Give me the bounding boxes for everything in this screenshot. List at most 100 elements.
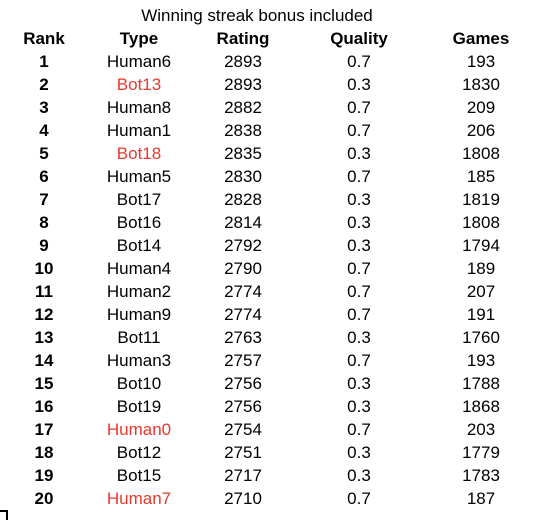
- table-row: 18 Bot12 2751 0.3 1779: [0, 441, 540, 464]
- type-cell: Human3: [106, 351, 172, 370]
- quality-cell: 0.7: [347, 489, 371, 508]
- rating-cell: 2710: [224, 489, 262, 508]
- quality-cell: 0.7: [347, 282, 371, 301]
- rating-cell: 2838: [224, 121, 262, 140]
- quality-cell: 0.7: [347, 420, 371, 439]
- games-cell: 203: [466, 420, 496, 439]
- quality-cell: 0.7: [347, 121, 371, 140]
- rank-cell: 2: [39, 75, 49, 94]
- games-cell: 191: [466, 305, 496, 324]
- rating-cell: 2790: [224, 259, 262, 278]
- type-cell: Human4: [106, 259, 172, 278]
- rating-cell: 2893: [224, 52, 262, 71]
- quality-cell: 0.3: [347, 443, 371, 462]
- type-cell: Human8: [106, 98, 172, 117]
- type-cell: Human9: [106, 305, 172, 324]
- rank-cell: 20: [34, 489, 54, 508]
- table-row: 13 Bot11 2763 0.3 1760: [0, 326, 540, 349]
- rank-cell: 19: [34, 466, 54, 485]
- quality-cell: 0.3: [347, 374, 371, 393]
- type-cell: Bot15: [116, 466, 162, 485]
- type-cell: Human7: [106, 489, 172, 508]
- games-cell: 1779: [462, 443, 500, 462]
- rank-cell: 17: [34, 420, 54, 439]
- rating-cell: 2756: [224, 397, 262, 416]
- table-row: 17 Human0 2754 0.7 203: [0, 418, 540, 441]
- quality-cell: 0.3: [347, 144, 371, 163]
- table-row: 9 Bot14 2792 0.3 1794: [0, 234, 540, 257]
- quality-cell: 0.7: [347, 52, 371, 71]
- ranking-table: Rank Type Rating Quality Games 1 Human6 28…: [0, 27, 540, 510]
- type-cell: Bot13: [116, 75, 162, 94]
- quality-cell: 0.7: [347, 259, 371, 278]
- rating-cell: 2792: [224, 236, 262, 255]
- rank-cell: 12: [34, 305, 54, 324]
- games-cell: 1788: [462, 374, 500, 393]
- table-row: 16 Bot19 2756 0.3 1868: [0, 395, 540, 418]
- games-cell: 185: [466, 167, 496, 186]
- rating-cell: 2893: [224, 75, 262, 94]
- rank-cell: 8: [39, 213, 49, 232]
- table-row: 5 Bot18 2835 0.3 1808: [0, 142, 540, 165]
- games-cell: 189: [466, 259, 496, 278]
- type-cell: Human0: [106, 420, 172, 439]
- rank-cell: 4: [39, 121, 49, 140]
- table-row: 19 Bot15 2717 0.3 1783: [0, 464, 540, 487]
- quality-cell: 0.3: [347, 190, 371, 209]
- rating-cell: 2814: [224, 213, 262, 232]
- type-cell: Bot14: [116, 236, 162, 255]
- rank-cell: 15: [34, 374, 54, 393]
- quality-cell: 0.3: [347, 397, 371, 416]
- rank-cell: 13: [34, 328, 54, 347]
- quality-cell: 0.7: [347, 351, 371, 370]
- type-cell: Human2: [106, 282, 172, 301]
- games-cell: 207: [466, 282, 496, 301]
- table-row: 2 Bot13 2893 0.3 1830: [0, 73, 540, 96]
- games-cell: 193: [466, 52, 496, 71]
- rating-cell: 2756: [224, 374, 262, 393]
- table-row: 14 Human3 2757 0.7 193: [0, 349, 540, 372]
- table-row: 6 Human5 2830 0.7 185: [0, 165, 540, 188]
- rating-cell: 2882: [224, 98, 262, 117]
- rating-cell: 2774: [224, 282, 262, 301]
- games-cell: 1808: [462, 144, 500, 163]
- table-row: 10 Human4 2790 0.7 189: [0, 257, 540, 280]
- table-row: 12 Human9 2774 0.7 191: [0, 303, 540, 326]
- rank-cell: 3: [39, 98, 49, 117]
- games-cell: 209: [466, 98, 496, 117]
- games-cell: 1868: [462, 397, 500, 416]
- games-cell: 1830: [462, 75, 500, 94]
- rating-cell: 2830: [224, 167, 262, 186]
- rank-cell: 7: [39, 190, 49, 209]
- quality-cell: 0.7: [347, 305, 371, 324]
- games-cell: 1783: [462, 466, 500, 485]
- games-cell: 1760: [462, 328, 500, 347]
- games-column-header: Games: [452, 29, 510, 48]
- games-cell: 1808: [462, 213, 500, 232]
- games-cell: 193: [466, 351, 496, 370]
- rank-cell: 11: [35, 282, 53, 301]
- rating-cell: 2757: [224, 351, 262, 370]
- rank-cell: 10: [34, 259, 54, 278]
- quality-cell: 0.3: [347, 466, 371, 485]
- table-row: 15 Bot10 2756 0.3 1788: [0, 372, 540, 395]
- quality-cell: 0.3: [347, 328, 371, 347]
- games-cell: 1819: [462, 190, 500, 209]
- rating-cell: 2774: [224, 305, 262, 324]
- rank-cell: 14: [34, 351, 54, 370]
- rank-cell: 9: [39, 236, 49, 255]
- games-cell: 206: [466, 121, 496, 140]
- quality-cell: 0.7: [347, 167, 371, 186]
- quality-column-header: Quality: [330, 29, 388, 48]
- games-cell: 1794: [462, 236, 500, 255]
- rating-cell: 2754: [224, 420, 262, 439]
- rank-cell: 1: [39, 52, 49, 71]
- table-row: 11 Human2 2774 0.7 207: [0, 280, 540, 303]
- quality-cell: 0.3: [347, 75, 371, 94]
- rank-column-header: Rank: [23, 29, 65, 48]
- type-cell: Human6: [106, 52, 172, 71]
- type-cell: Bot18: [116, 144, 162, 163]
- table-row: 8 Bot16 2814 0.3 1808: [0, 211, 540, 234]
- rank-cell: 6: [39, 167, 49, 186]
- quality-cell: 0.7: [347, 98, 371, 117]
